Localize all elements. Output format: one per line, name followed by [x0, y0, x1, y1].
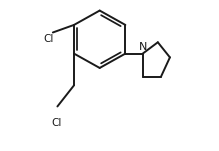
- Text: Cl: Cl: [51, 118, 62, 128]
- Text: Cl: Cl: [44, 34, 54, 44]
- Text: N: N: [139, 42, 147, 52]
